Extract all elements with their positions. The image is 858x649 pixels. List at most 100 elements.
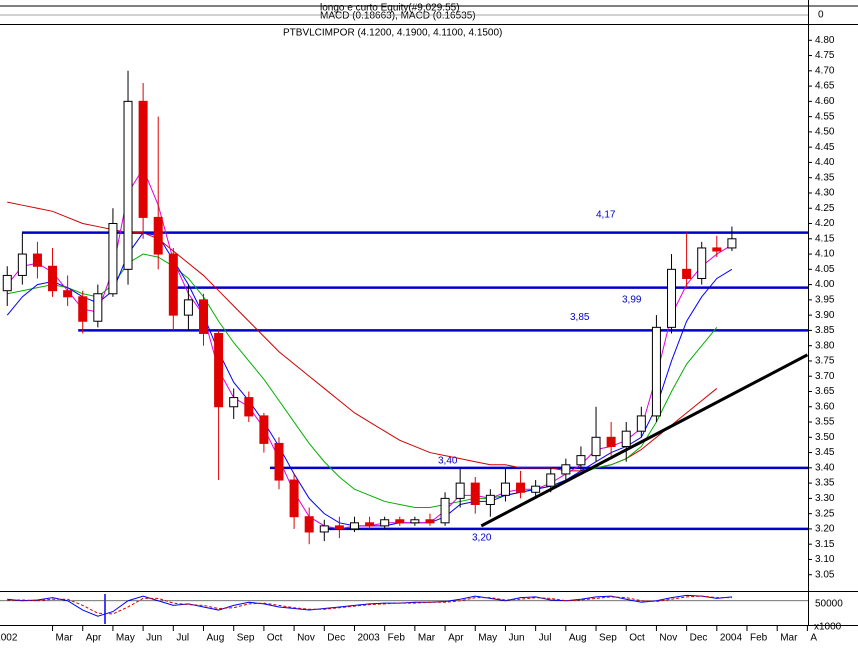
x-tick-label: Dec [327,633,345,644]
x-tick-label: Oct [267,633,283,644]
y-tick-label: 3.05 [815,569,835,580]
y-tick-label: 3.30 [815,493,835,504]
y-tick-label: 4.15 [815,233,835,244]
y-tick-label: 3.25 [815,508,835,519]
y-tick-label: 4.60 [815,96,835,107]
y-tick-label: 4.10 [815,249,835,260]
y-tick-label: 3.85 [815,325,835,336]
candle-body [289,479,299,518]
x-tick-label: Aug [207,633,225,644]
y-tick-label: 4.40 [815,157,835,168]
y-tick-label: 3.10 [815,554,835,565]
x-tick-label: Dec [690,633,708,644]
candle-body [531,485,541,493]
candle-body [229,397,239,408]
y-tick-label: 3.65 [815,386,835,397]
x-tick-label: Nov [297,633,315,644]
candle-body [2,274,12,292]
candle-body [667,268,677,328]
x-tick-label: Mar [780,633,798,644]
candle-body [199,299,209,334]
x-tick-label: Mar [418,633,436,644]
candle-body [727,238,737,249]
y-tick-label: 4.75 [815,50,835,61]
candle-body [606,436,616,447]
y-tick-label: 3.20 [815,524,835,535]
candle-body [153,216,163,255]
upper-panel-label: longo e curto Equity(#9,029.55) [320,3,460,14]
x-tick-label: Apr [86,633,102,644]
y-tick-label: 3.50 [815,432,835,443]
x-tick-label: A [810,633,817,644]
lower-unit-label: x1000 [814,622,842,633]
x-tick-label: Apr [448,633,464,644]
x-tick-label: Jun [508,633,524,644]
x-tick-label: Feb [750,633,768,644]
candle-body [682,268,692,279]
y-tick-label: 4.50 [815,127,835,138]
upper-panel-label: MACD (0.18663), MACD (0.16535) [320,11,476,22]
trendline [480,353,808,528]
y-tick-label: 3.45 [815,447,835,458]
candle-body [516,482,526,493]
candle-body [576,455,586,466]
candle-body [48,265,58,292]
y-tick-label: 4.35 [815,172,835,183]
y-tick-label: 3.40 [815,462,835,473]
candle-body [108,223,118,295]
candle-body [63,290,73,298]
lower-tick-label: 50000 [815,598,843,609]
candle-body [591,436,601,457]
candle-body [712,247,722,252]
candle-body [334,525,344,530]
candle-body [395,519,405,524]
x-tick-label: Aug [569,633,587,644]
x-tick-label: Sep [237,633,255,644]
candle-body [365,522,375,527]
candle-body [304,516,314,533]
x-tick-label: 2004 [720,633,743,644]
x-tick-label: Oct [629,633,645,644]
x-tick-label: 2003 [357,633,380,644]
candle-body [183,299,193,316]
candle-body [349,522,359,530]
y-tick-label: 4.25 [815,203,835,214]
candle-body [17,253,27,276]
x-tick-label: May [478,633,497,644]
y-tick-label: 3.55 [815,417,835,428]
y-tick-label: 4.80 [815,35,835,46]
candle-body [244,397,254,417]
candle-body [561,464,571,475]
upper-tick-label: 0 [818,10,824,21]
x-tick-label: Jun [146,633,162,644]
y-tick-label: 3.90 [815,310,835,321]
y-tick-label: 4.45 [815,142,835,153]
y-tick-label: 3.35 [815,478,835,489]
candle-body [621,430,631,447]
x-tick-label: Nov [659,633,677,644]
y-tick-label: 3.70 [815,371,835,382]
candle-body [93,293,103,322]
y-tick-label: 3.80 [815,340,835,351]
candle-body [78,296,88,322]
candle-body [380,519,390,527]
plot-area: 4,17 3,99 3,85 3,40 3,20 [2,70,808,545]
level-label: 3,99 [622,294,642,305]
y-tick-label: 4.20 [815,218,835,229]
y-tick-label: 4.00 [815,279,835,290]
candle-body [500,482,510,496]
candle-body [651,326,661,417]
axes: 3.05 3.10 3.15 3.20 3.25 3.30 3.35 3.40 3.45 3.50… [0,10,843,644]
level-label: 3,20 [472,533,492,544]
oscillator-line [7,595,732,615]
x-tick-label: Feb [388,633,406,644]
level-label: 3,85 [570,312,590,323]
candle-body [425,519,435,524]
level-label: 3,40 [438,455,458,466]
candle-body [410,519,420,524]
y-tick-label: 4.70 [815,65,835,76]
candle-body [546,473,556,487]
